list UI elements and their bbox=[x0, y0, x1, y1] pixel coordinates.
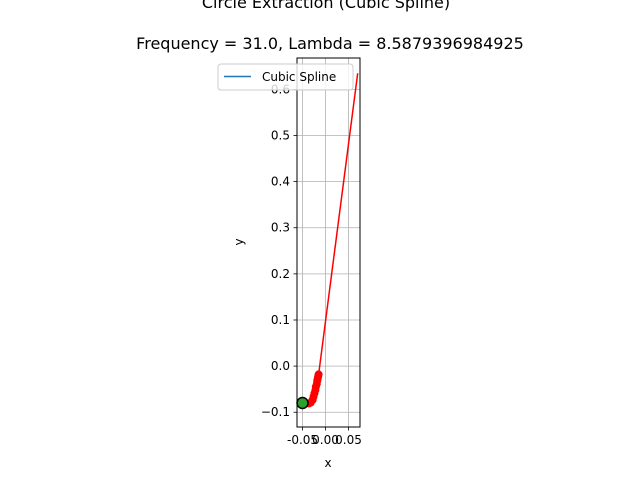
x-tick-label: 0.00 bbox=[312, 433, 339, 447]
y-tick-label: 0.2 bbox=[271, 267, 290, 281]
chart-title: Frequency = 31.0, Lambda = 8.58793969849… bbox=[136, 34, 524, 53]
legend-label-cubic-spline: Cubic Spline bbox=[262, 70, 336, 84]
y-tick-label: 0.3 bbox=[271, 221, 290, 235]
x-tick-label: -0.05 bbox=[287, 433, 318, 447]
chart-suptitle: Circle Extraction (Cubic Spline) bbox=[202, 0, 450, 12]
y-tick-label: −0.1 bbox=[261, 405, 290, 419]
legend-box bbox=[217, 63, 354, 91]
y-axis-label: y bbox=[232, 238, 246, 245]
x-axis-label: x bbox=[324, 456, 331, 470]
x-tick-label: 0.05 bbox=[335, 433, 362, 447]
y-tick-label: 0.5 bbox=[271, 128, 290, 142]
y-tick-label: 0.0 bbox=[271, 359, 290, 373]
plot-frame bbox=[296, 57, 361, 428]
grid-lines bbox=[297, 58, 360, 427]
plot-data bbox=[296, 73, 359, 410]
series-line-1 bbox=[317, 73, 359, 375]
y-tick-label: 0.4 bbox=[271, 175, 290, 189]
data-point bbox=[314, 370, 323, 379]
y-tick-label: 0.1 bbox=[271, 313, 290, 327]
start-point bbox=[296, 396, 309, 410]
legend: Cubic Spline bbox=[217, 63, 354, 91]
